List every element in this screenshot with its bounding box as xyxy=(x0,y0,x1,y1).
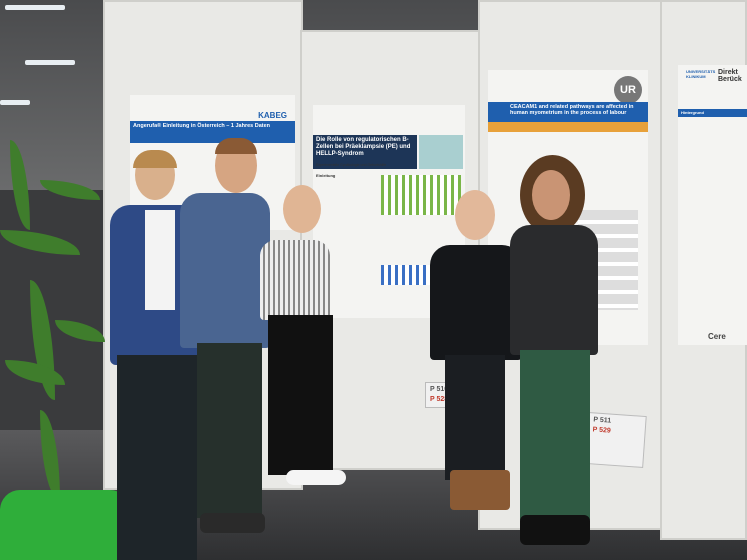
sign-number-bottom: P 529 xyxy=(592,426,612,435)
sign-number-top: P 510 xyxy=(430,386,449,393)
sign-number-bottom: P 528 xyxy=(430,395,449,403)
ceiling-light xyxy=(25,60,75,65)
poster-far-right: UNIVERSITÄTS KLINIKUM Direkt Berück Hint… xyxy=(678,65,747,345)
poster-left-title: Angerufa® Einleitung in Österreich – 1 J… xyxy=(130,121,295,143)
ceiling-light xyxy=(5,5,65,10)
bar-chart-figure xyxy=(381,175,461,215)
poster-center-section: Einleitung xyxy=(316,173,336,178)
potted-plant xyxy=(0,140,115,500)
poster-right-authors-band xyxy=(488,122,648,132)
poster-center: Die Rolle von regulatorischen B-Zellen b… xyxy=(313,105,465,318)
bar-chart-figure xyxy=(381,265,441,285)
ur-logo: UR xyxy=(614,76,642,104)
poster-center-subtitle: Experimentelle Gynäkologie und Geburtshi… xyxy=(316,163,387,167)
poster-far-right-section: Hintergrund xyxy=(678,109,747,117)
person-4 xyxy=(430,190,522,520)
green-bag xyxy=(0,490,130,560)
uniklinikum-logo: UNIVERSITÄTS KLINIKUM xyxy=(686,69,716,79)
person-5 xyxy=(510,155,598,560)
poster-right-title: CEACAM1 and related pathways are affecte… xyxy=(488,102,648,122)
ceiling-light xyxy=(0,100,30,105)
poster-center-title: Die Rolle von regulatorischen B-Zellen b… xyxy=(313,135,417,169)
kabeg-logo: KABEG xyxy=(258,111,287,120)
poster-far-right-title: Direkt Berück xyxy=(718,69,742,83)
poster-center-sidebox xyxy=(419,135,463,169)
person-2 xyxy=(175,138,270,538)
person-3 xyxy=(258,183,348,500)
poster-far-right-footer: Cere xyxy=(708,332,726,341)
